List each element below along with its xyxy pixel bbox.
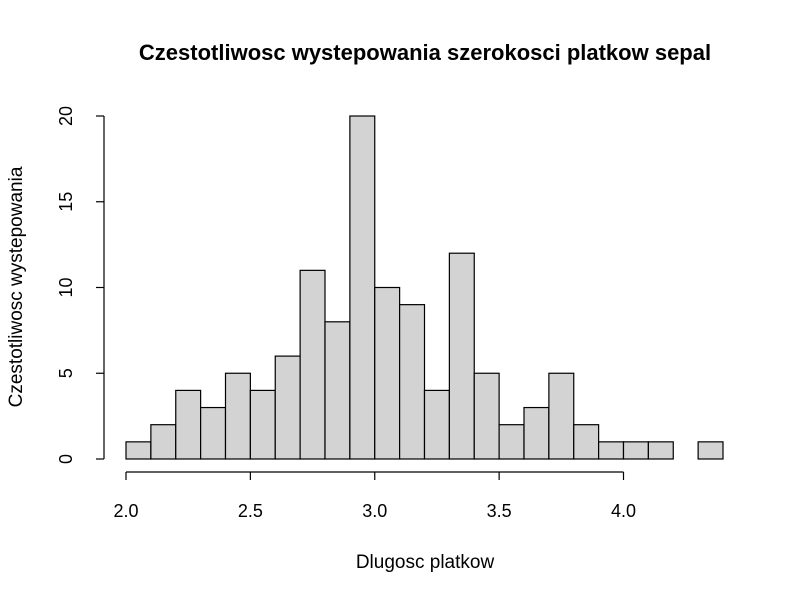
y-tick-label: 5	[56, 368, 76, 378]
histogram-bar	[647, 441, 674, 460]
histogram-bar	[224, 372, 251, 460]
chart-title: Czestotliwosc wystepowania szerokosci pl…	[139, 40, 711, 65]
y-axis-label: Czestotliwosc wystepowania	[6, 166, 27, 407]
histogram-bar	[697, 441, 724, 460]
bars-group	[125, 115, 724, 460]
x-tick-label: 3.0	[362, 501, 387, 521]
histogram-bar	[399, 304, 426, 460]
histogram-bar	[200, 406, 227, 460]
histogram-bar	[448, 252, 475, 460]
y-tick-label: 0	[56, 454, 76, 464]
histogram-bar	[548, 372, 575, 460]
histogram-bar	[423, 389, 450, 460]
histogram-bar	[498, 424, 525, 460]
x-tick-label: 2.5	[238, 501, 263, 521]
histogram-bar	[374, 286, 401, 460]
histogram-bar	[324, 321, 351, 460]
histogram-bar	[349, 115, 376, 460]
histogram-bar	[175, 389, 202, 460]
histogram-bar	[573, 424, 600, 460]
histogram-bar	[598, 441, 625, 460]
histogram-bar	[125, 441, 152, 460]
histogram-bar	[473, 372, 500, 460]
y-tick-label: 20	[56, 106, 76, 126]
x-tick-label: 3.5	[487, 501, 512, 521]
y-tick-label: 10	[56, 277, 76, 297]
y-axis: 0 5 10 15 20	[56, 106, 105, 464]
histogram-bar	[274, 355, 301, 460]
histogram-bar	[299, 269, 326, 460]
x-axis-label: Dlugosc platkow	[356, 552, 495, 573]
histogram-bar	[622, 441, 649, 460]
histogram-bar	[523, 406, 550, 460]
histogram-bar	[249, 389, 276, 460]
x-axis: 2.0 2.5 3.0 3.5 4.0	[113, 471, 636, 521]
x-tick-label: 4.0	[611, 501, 636, 521]
histogram-bar	[150, 424, 177, 460]
y-tick-label: 15	[56, 192, 76, 212]
x-tick-label: 2.0	[113, 501, 138, 521]
